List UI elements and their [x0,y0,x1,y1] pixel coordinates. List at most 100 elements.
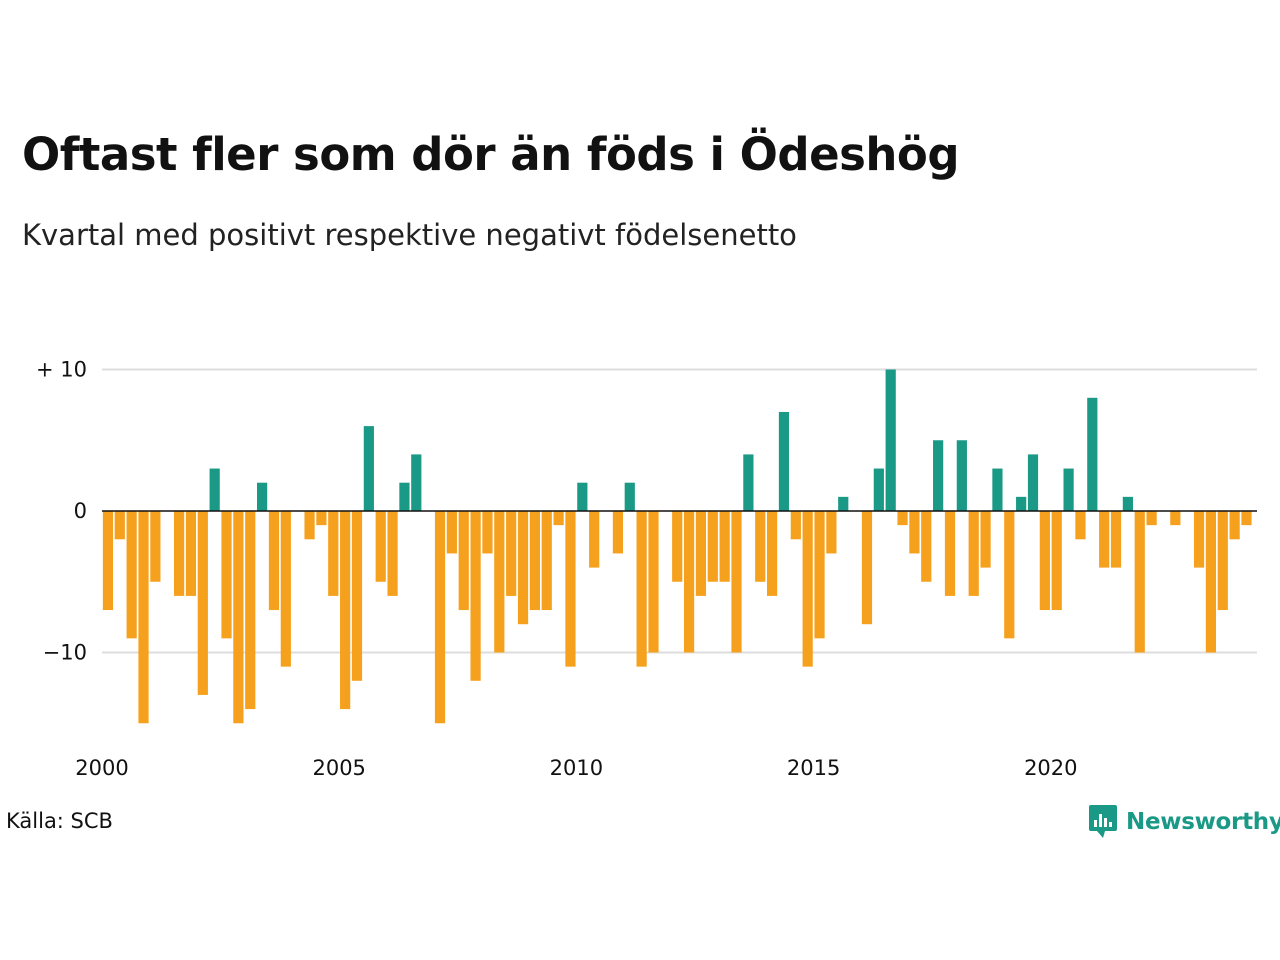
bar [968,511,979,596]
bar [1016,496,1027,511]
bar [470,511,481,681]
bar [529,511,540,611]
bar [565,511,576,667]
bar [434,511,446,724]
bar [755,511,766,582]
chart-subtitle: Kvartal med positivt respektive negativt… [22,218,797,252]
bar [683,511,695,653]
bar [612,511,624,554]
bar [506,511,517,596]
bar [589,511,600,568]
bar [363,426,374,511]
bar [114,511,125,540]
bar [328,511,339,596]
bar [304,511,315,540]
bar [980,511,991,568]
x-tick-label: 2020 [1024,756,1077,780]
bar [541,511,552,611]
bar [340,511,351,710]
bar [268,511,280,611]
bar [778,411,790,511]
bar [1004,511,1015,639]
bar [731,511,742,653]
bar [221,511,232,639]
bar [861,511,873,625]
x-tick-label: 2005 [312,756,365,780]
bar [280,511,291,667]
bar [173,511,185,596]
bar [458,511,469,611]
grid-lines [102,368,1257,654]
bar [814,511,825,639]
newsworthy-logo-icon [1089,805,1117,838]
brand-logo[interactable]: Newsworthy [1088,804,1280,840]
bar [1241,511,1252,526]
bar [316,511,327,526]
bar [1170,511,1181,526]
bar [743,454,754,511]
bar [1193,511,1205,568]
y-tick-label: 0 [74,499,87,523]
bar [577,482,588,511]
bar [411,454,422,511]
bar [102,511,114,611]
bar [1075,511,1086,540]
bar [1122,496,1133,511]
bar [209,468,220,511]
bar [126,511,137,639]
y-tick-label: −10 [43,641,87,665]
bar [446,511,457,554]
bar [138,511,149,724]
bar [375,511,386,582]
bar [399,482,410,511]
bar [838,496,849,511]
bar [257,482,268,511]
x-tick-label: 2015 [787,756,840,780]
bar [648,511,659,653]
bar [1134,511,1145,653]
bar [1205,511,1217,653]
bar [150,511,161,582]
bar [494,511,505,653]
bar [897,511,908,526]
bar [921,511,932,582]
bar [766,511,778,596]
bar [873,468,884,511]
bar [553,511,564,526]
bar [826,511,837,554]
x-tick-label: 2010 [550,756,603,780]
bar [944,511,956,596]
bar [933,440,944,511]
bar [233,511,244,724]
axes: + 10 0 −10 2000 2005 2010 2015 2020 [36,358,1257,780]
bar [482,511,493,554]
bar [1229,511,1240,540]
chart-title: Oftast fler som dör än föds i Ödeshög [22,128,960,181]
bar [197,511,208,695]
bar [351,511,363,681]
bar [790,511,801,540]
bar [624,482,635,511]
bar [719,511,730,582]
bar [1027,454,1039,511]
y-tick-label: + 10 [36,358,87,382]
bar [1146,511,1157,526]
bar [1217,511,1228,611]
bar [909,511,920,554]
bar [707,511,718,582]
bar [695,511,707,596]
bar [245,511,256,710]
bars [102,369,1252,724]
bar [885,369,896,511]
brand-name: Newsworthy [1126,809,1280,835]
bar [387,511,398,596]
bar [1063,468,1074,511]
bar [1110,511,1122,568]
bar-chart: + 10 0 −10 2000 2005 2010 2015 2020 [36,358,1257,780]
bar [636,511,647,667]
x-tick-label: 2000 [75,756,128,780]
bar [802,511,813,667]
source-note: Källa: SCB [6,809,113,833]
bar [992,468,1003,511]
bar [1087,397,1098,511]
